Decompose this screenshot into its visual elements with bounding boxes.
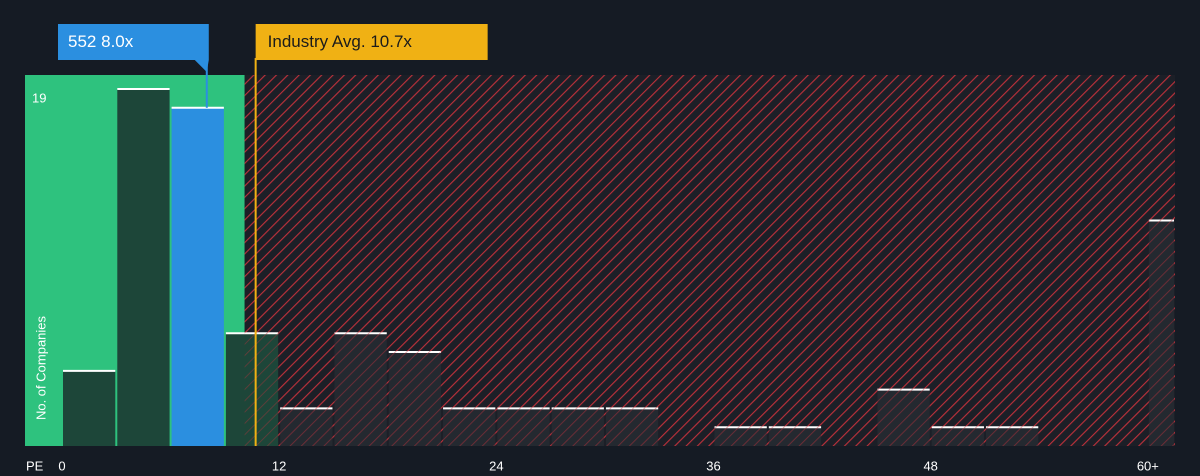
bar-body [171,107,224,446]
bar-body [63,370,116,446]
company-value: 8.0x [101,32,134,51]
x-tick-label: 0 [58,458,65,473]
bar [117,88,170,446]
x-tick-label: 24 [489,458,503,473]
company-callout [58,24,209,72]
x-tick-label: 12 [272,458,286,473]
bar [171,106,224,446]
industry-callout [255,24,488,60]
bar [63,369,116,446]
x-tick-label: 36 [706,458,720,473]
bar-body [117,89,170,446]
x-tick-label: 48 [923,458,937,473]
industry-label: Industry Avg. [268,32,366,51]
company-text: 552 8.0x [68,32,134,51]
x-axis-label: PE [26,458,44,473]
y-tick-label: 19 [32,90,46,105]
industry-text: Industry Avg. 10.7x [268,32,413,51]
above-hatch [244,75,1175,446]
company-label: 552 [68,32,96,51]
industry-value: 10.7x [370,32,412,51]
y-axis-label: No. of Companies [33,315,48,420]
x-tick-label: 60+ [1137,458,1159,473]
